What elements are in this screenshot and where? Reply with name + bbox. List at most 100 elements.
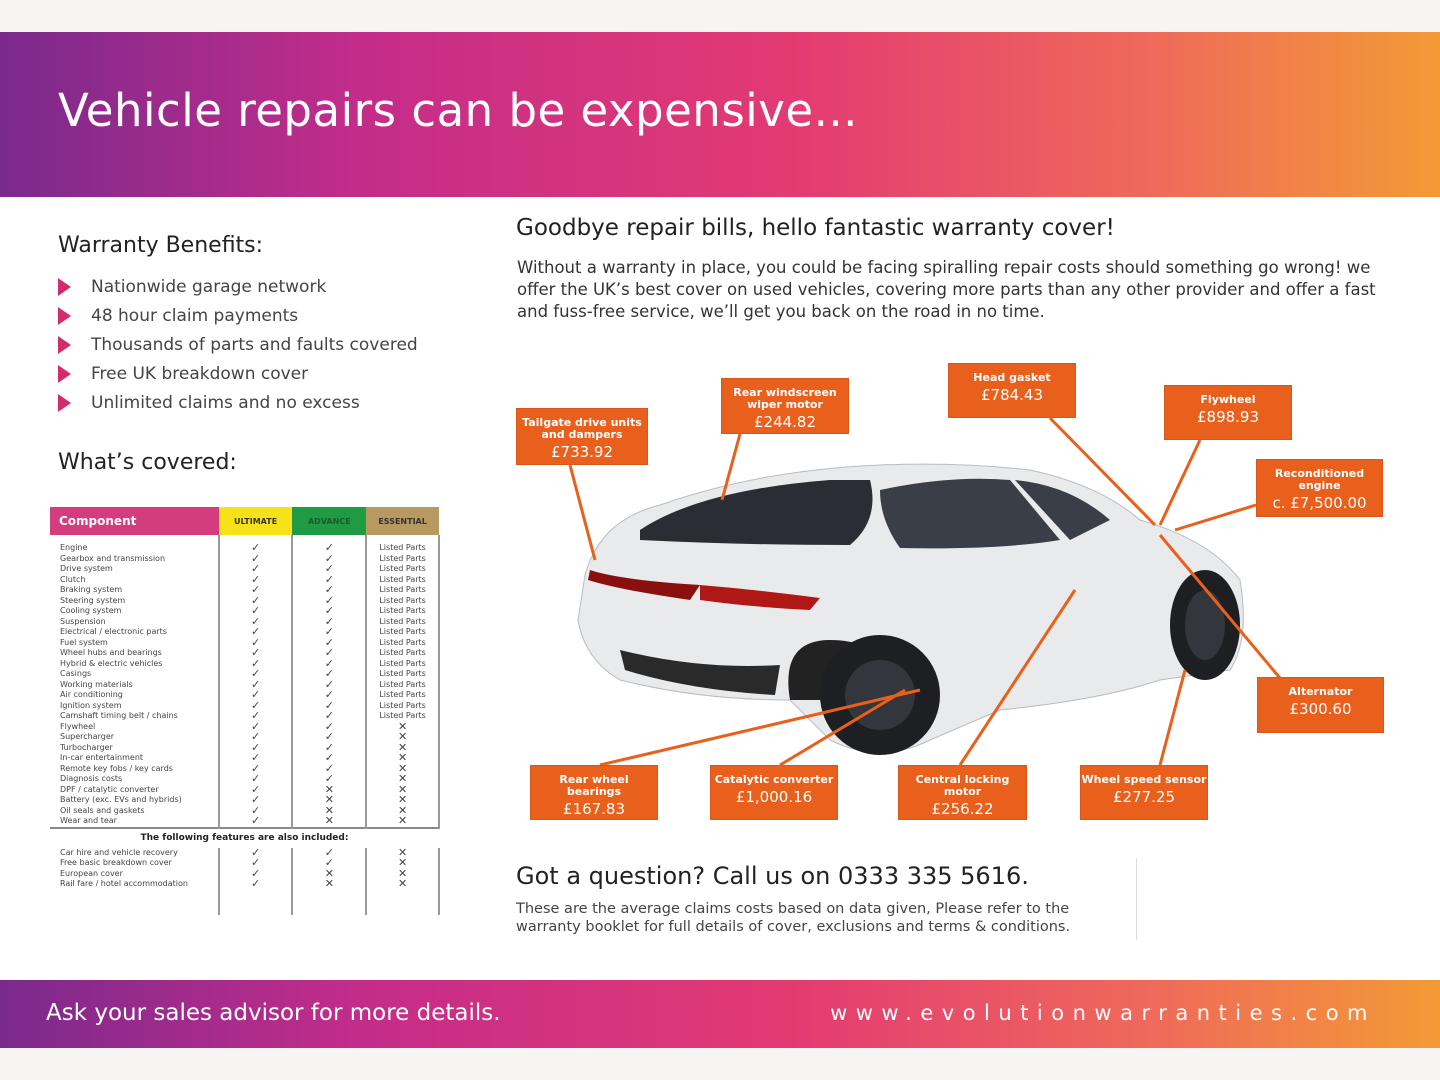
component-name: In-car entertainment	[60, 753, 144, 762]
coverage-cell: ✓	[217, 689, 293, 701]
table-row: Electrical / electronic parts ✓ ✓ Listed Pa…	[50, 626, 440, 638]
part-cost: £256.22	[931, 800, 994, 818]
coverage-cell: ✓	[291, 847, 367, 858]
coverage-cell: Listed Parts	[365, 564, 440, 575]
coverage-cell: ✓	[291, 595, 367, 606]
part-cost: £1,000.16	[735, 788, 813, 806]
coverage-cell: ✓	[291, 721, 367, 732]
benefit-label: Thousands of parts and faults covered	[91, 334, 418, 355]
benefit-label: 48 hour claim payments	[91, 305, 299, 326]
coverage-cell: ✓	[291, 752, 367, 764]
coverage-cell: ✓	[217, 868, 293, 879]
table-header: Component ULTIMATE ADVANCE ESSENTIAL	[50, 507, 439, 535]
table-row: Ignition system ✓ ✓ Listed Parts	[50, 700, 440, 711]
part-cost: £167.83	[562, 800, 626, 818]
part-cost: c. £7,500.00	[1272, 494, 1367, 512]
coverage-cell: ✓	[217, 616, 293, 627]
component-name: Gearbox and transmission	[60, 553, 166, 563]
table-row: Battery (exc. EVs and hybrids) ✓ ✕ ✕	[50, 794, 440, 806]
coverage-cell: ✓	[291, 574, 367, 585]
table-row: Flywheel ✓ ✓ ✕	[50, 721, 440, 732]
coverage-cell: ✓	[291, 731, 367, 743]
coverage-cell: ✓	[217, 626, 293, 638]
contact-question: Got a question? Call us on 0333 335 5616…	[516, 862, 1029, 890]
coverage-cell: ✓	[217, 595, 293, 606]
footer-cta: Ask your sales advisor for more details.	[46, 1000, 501, 1026]
component-name: Supercharger	[60, 732, 115, 741]
part-name: Catalytic converter	[714, 773, 834, 786]
coverage-cell: ✕	[365, 721, 440, 732]
component-name: Ignition system	[60, 700, 122, 710]
benefit-label: Nationwide garage network	[91, 276, 327, 297]
coverage-cell: ✕	[291, 815, 367, 828]
component-name: Working materials	[60, 679, 133, 689]
coverage-cell: ✓	[217, 784, 293, 795]
coverage-cell: ✓	[217, 637, 293, 648]
coverage-cell: ✕	[291, 794, 367, 806]
component-name: Casings	[60, 669, 92, 678]
benefit-item: Nationwide garage network	[58, 272, 418, 301]
component-name: Drive system	[60, 564, 113, 573]
table-row: Fuel system ✓ ✓ Listed Parts	[50, 637, 440, 648]
part-cost: £898.93	[1196, 408, 1260, 426]
covered-title: What’s covered:	[58, 450, 237, 475]
coverage-cell: ✕	[365, 847, 440, 858]
component-name: Flywheel	[60, 721, 96, 731]
coverage-cell: ✓	[217, 721, 293, 732]
part-name: Flywheel	[1200, 393, 1256, 406]
table-row: Free basic breakdown cover ✓ ✓ ✕	[50, 857, 440, 869]
benefits-title: Warranty Benefits:	[58, 233, 264, 258]
part-name: Wheel speed sensor	[1081, 773, 1207, 786]
table-row: Gearbox and transmission ✓ ✓ Listed Parts	[50, 553, 440, 564]
repair-cost-callout: Alternator £300.60	[1257, 677, 1384, 733]
coverage-cell: ✓	[217, 878, 293, 890]
component-name: Cooling system	[60, 606, 122, 615]
coverage-cell: Listed Parts	[365, 637, 440, 648]
component-name: Hybrid & electric vehicles	[60, 658, 163, 668]
coverage-cell: ✓	[291, 605, 367, 617]
coverage-cell: ✕	[365, 794, 440, 806]
part-cost: £300.60	[1289, 700, 1352, 718]
table-row: Suspension ✓ ✓ Listed Parts	[50, 616, 440, 627]
coverage-cell: Listed Parts	[365, 690, 440, 701]
component-name: DPF / catalytic converter	[60, 784, 159, 794]
coverage-cell: Listed Parts	[365, 553, 440, 564]
coverage-cell: Listed Parts	[365, 574, 440, 585]
coverage-cell: Listed Parts	[365, 585, 440, 596]
chevron-right-icon	[58, 306, 71, 325]
coverage-cell: ✓	[217, 752, 293, 764]
coverage-cell: ✓	[217, 542, 293, 554]
benefit-label: Free UK breakdown cover	[91, 363, 309, 384]
benefit-item: 48 hour claim payments	[58, 301, 418, 330]
part-cost: £733.92	[550, 443, 614, 461]
divider	[1136, 858, 1137, 940]
part-name: Reconditioned engine	[1274, 467, 1365, 492]
table-row: Drive system ✓ ✓ Listed Parts	[50, 563, 440, 575]
coverage-cell: ✓	[291, 647, 367, 659]
table-row: Camshaft timing belt / chains ✓ ✓ Listed Pa…	[50, 710, 440, 722]
repair-cost-callout: Head gasket £784.43	[948, 363, 1076, 418]
coverage-cell: ✓	[217, 553, 293, 564]
coverage-cell: ✕	[365, 857, 440, 869]
website-link[interactable]: www.evolutionwarranties.com	[830, 1001, 1376, 1025]
repair-cost-callout: Flywheel £898.93	[1164, 385, 1292, 440]
coverage-cell: ✓	[217, 658, 293, 669]
coverage-cell: ✓	[217, 763, 293, 774]
component-name: Turbocharger	[60, 742, 113, 752]
component-name: Wear and tear	[60, 816, 117, 825]
repair-cost-callout: Reconditioned engine c. £7,500.00	[1256, 459, 1383, 517]
coverage-cell: ✓	[217, 731, 293, 743]
intro-text: Without a warranty in place, you could b…	[517, 258, 1376, 321]
coverage-cell: ✓	[217, 847, 293, 858]
table-row: Rail fare / hotel accommodation ✓ ✕ ✕	[50, 878, 440, 890]
coverage-table: Component ULTIMATE ADVANCE ESSENTIAL Engine ✓…	[50, 507, 440, 915]
table-row: Braking system ✓ ✓ Listed Parts	[50, 584, 440, 596]
part-name: Head gasket	[973, 371, 1051, 384]
coverage-cell: ✕	[291, 868, 367, 879]
table-row: Cooling system ✓ ✓ Listed Parts	[50, 605, 440, 617]
component-name: Diagnosis costs	[60, 774, 123, 783]
table-row: Working materials ✓ ✓ Listed Parts	[50, 679, 440, 690]
coverage-cell: Listed Parts	[365, 669, 440, 680]
coverage-cell: ✓	[217, 710, 293, 722]
